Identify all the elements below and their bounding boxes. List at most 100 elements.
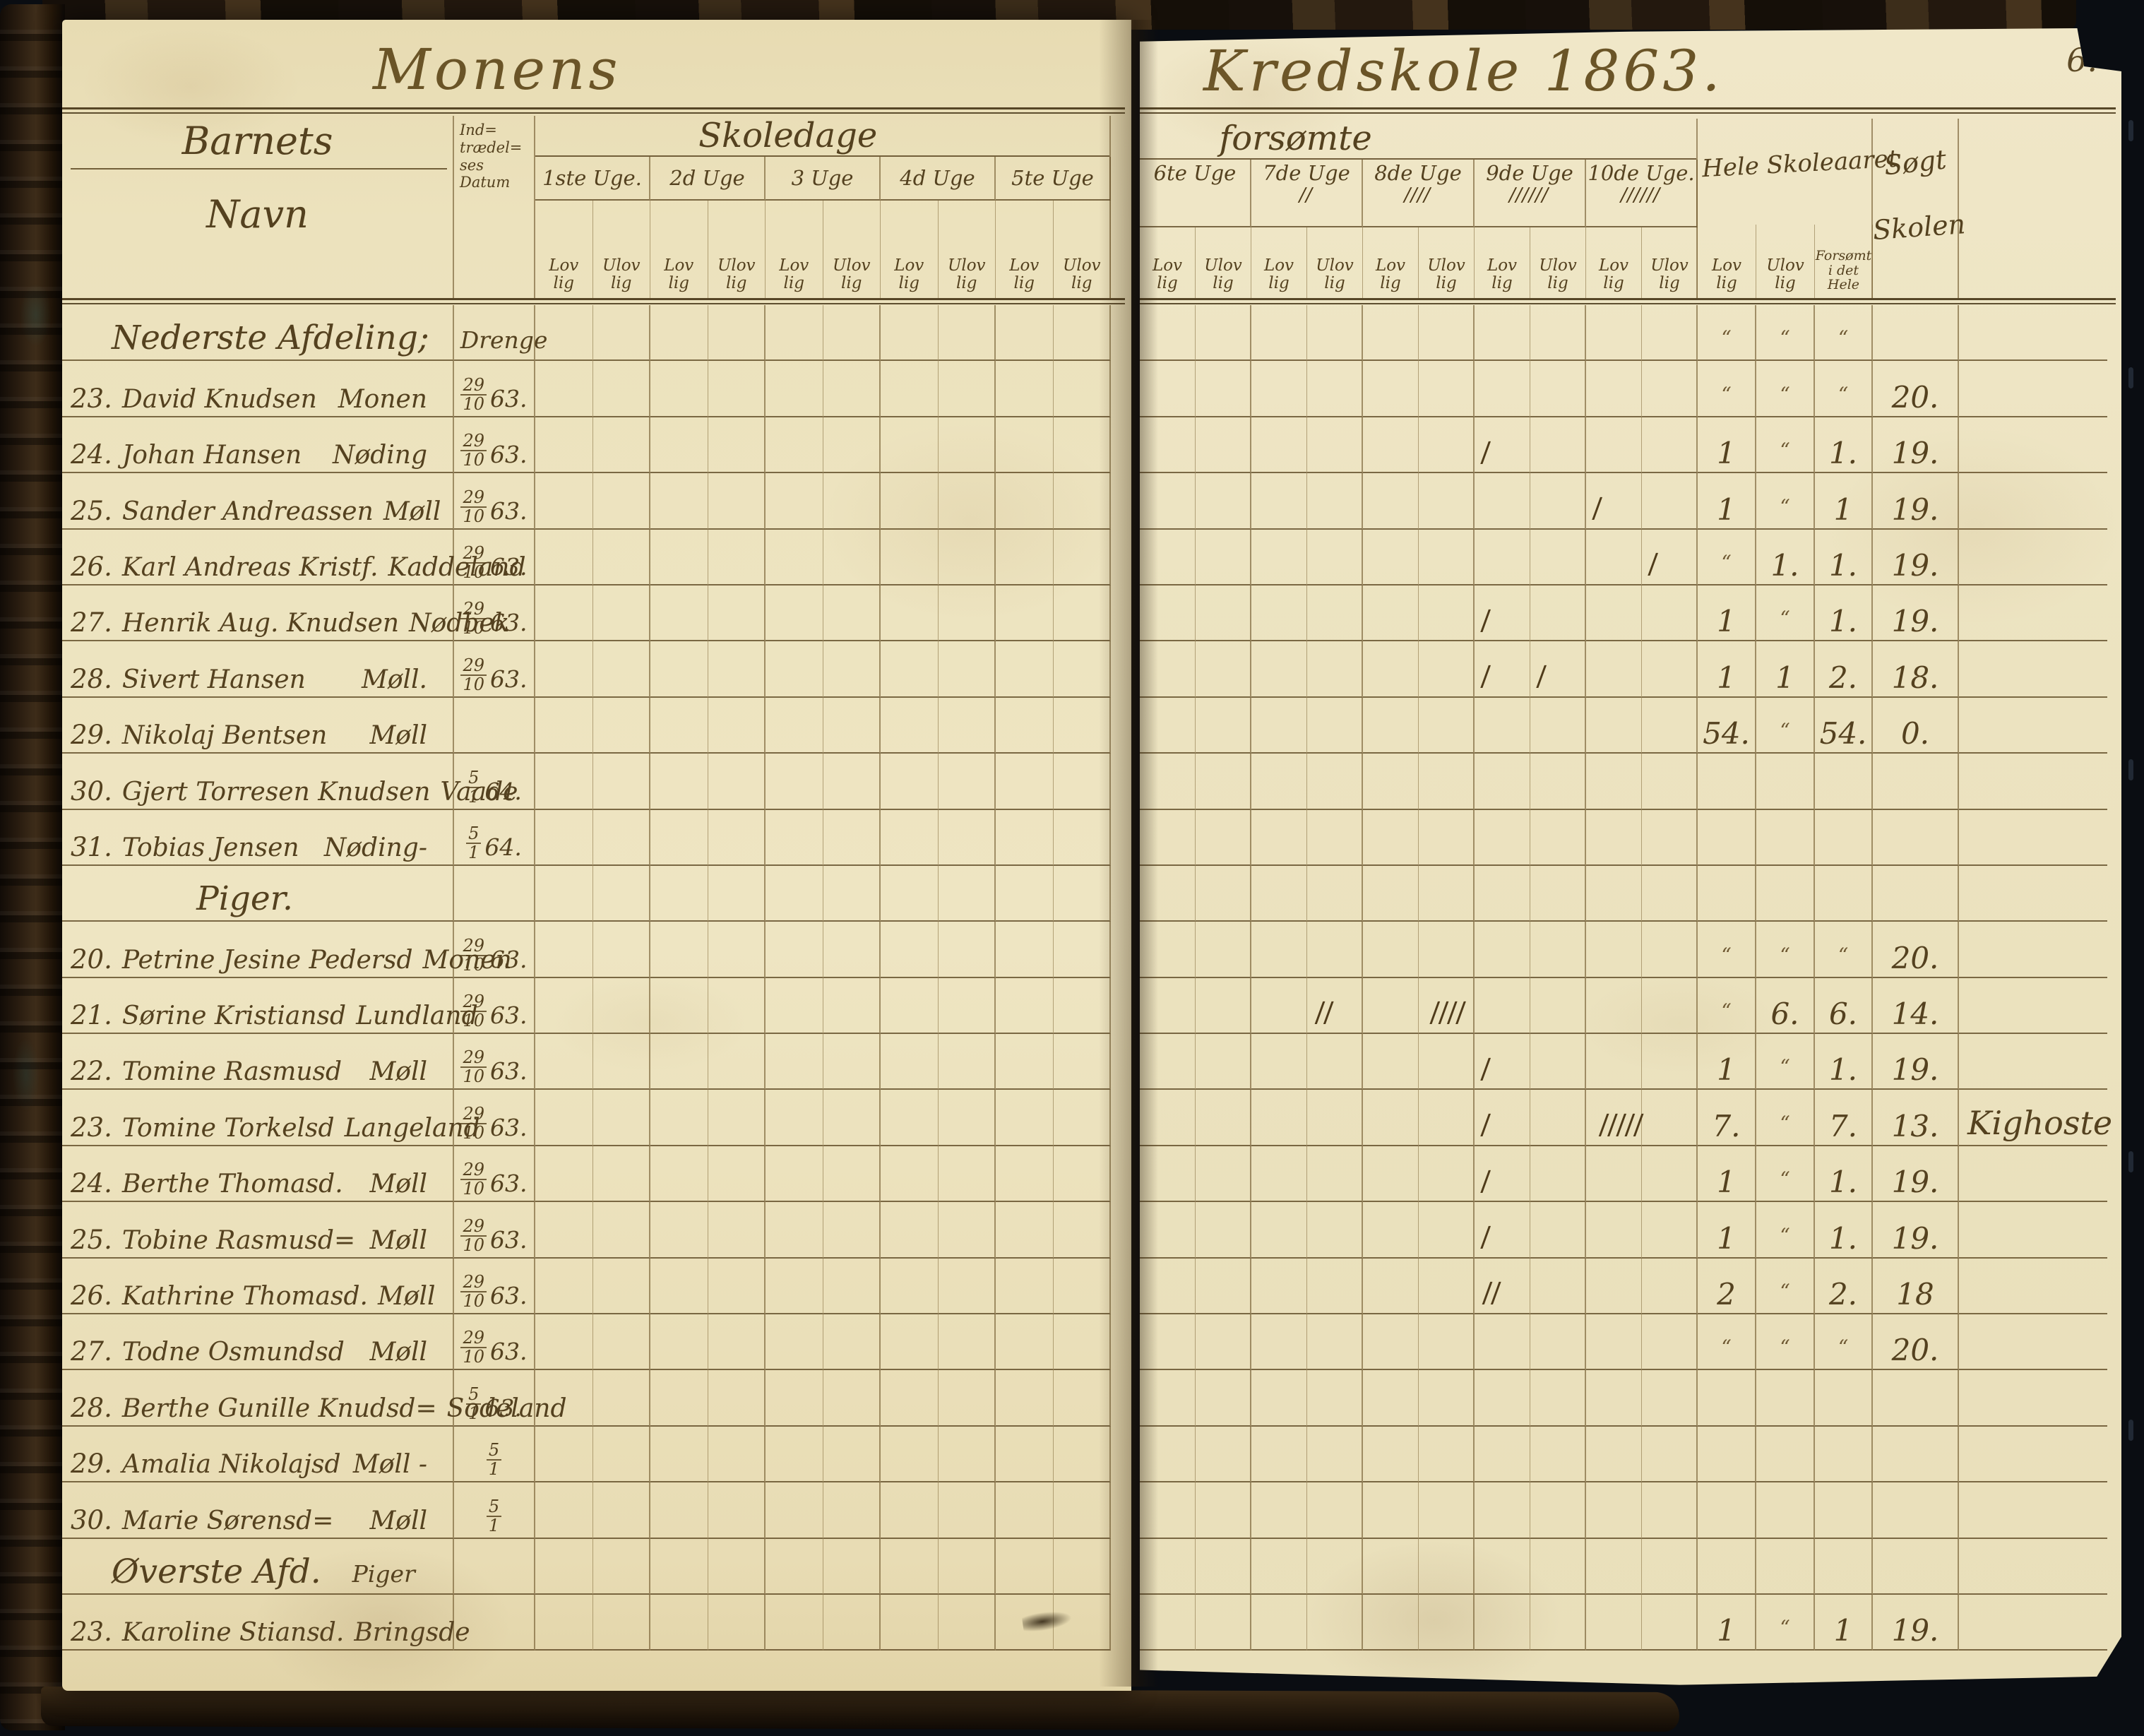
week-cell — [766, 697, 823, 754]
week-cell — [708, 1482, 766, 1539]
week-cell — [1053, 1482, 1111, 1539]
value: 20. — [1891, 379, 1939, 415]
tally-mark: I — [1475, 603, 1497, 640]
week-cell — [1419, 305, 1475, 362]
week-cell — [996, 417, 1054, 474]
week-cell — [823, 1370, 881, 1427]
sogt-skolen-header: Søgt Skolen — [1872, 119, 1966, 298]
week-cell — [823, 754, 881, 810]
week-cell — [1642, 585, 1698, 642]
cell-remark — [1959, 922, 2107, 978]
week-cell — [650, 865, 708, 922]
date-day: 29 — [460, 600, 487, 620]
week-cell — [766, 1426, 823, 1483]
week-cell — [708, 809, 766, 866]
date-year: 63. — [490, 1282, 528, 1310]
cell-hele-lovlig — [1698, 754, 1756, 810]
week-cell — [766, 1258, 823, 1315]
week-cell — [938, 1314, 996, 1371]
week-cell — [650, 1426, 708, 1483]
cell-hele-ulovlig — [1756, 1370, 1815, 1427]
week-cell — [535, 977, 593, 1035]
week-cell — [708, 1594, 766, 1651]
week-cell — [650, 754, 708, 810]
week-cell — [996, 361, 1054, 417]
week-cell — [650, 1034, 708, 1090]
week-cell — [1419, 417, 1475, 474]
value: 1 — [1833, 492, 1853, 527]
week-cell — [592, 1258, 650, 1315]
week-cell — [535, 865, 593, 922]
section-label: Nederste Afdeling; — [112, 319, 429, 358]
left-header: Barnets Navn Ind= trædel= ses Datum Skol… — [62, 116, 1111, 298]
ditto-mark: “ — [1721, 1336, 1732, 1360]
week-cell — [1053, 697, 1111, 754]
sub-label-line: lig — [956, 274, 977, 293]
stitch-mark — [2128, 1151, 2133, 1172]
week-cell — [938, 417, 996, 474]
cell-hele-forsomt: 6. — [1815, 977, 1873, 1035]
row-number: 24. — [71, 439, 112, 470]
cell-sogt-skolen — [1873, 809, 1959, 866]
cell-remark — [1959, 1482, 2107, 1539]
week-cell — [1475, 809, 1530, 866]
cell-hele-lovlig: 1 — [1698, 473, 1756, 530]
cell-hele-ulovlig — [1756, 865, 1815, 922]
table-row: 26. Kathrine Thomasd. Møll — [62, 1258, 454, 1315]
week-sub-label: Ulov lig — [593, 201, 650, 298]
student-name: Petrine Jesine Pedersd — [121, 945, 413, 975]
cell-hele-forsomt: 2. — [1815, 641, 1873, 698]
table-row: 28. Berthe Gunille Knudsd= Sodeland — [62, 1370, 567, 1427]
left-page-title: Monens — [373, 37, 621, 102]
left-week-sublabels: Lov lig Ulov lig Lov lig Ulov lig Lov lig Ulov lig L… — [535, 201, 1111, 298]
week-cell — [766, 922, 823, 978]
week-sub-label: Lov lig — [1140, 227, 1196, 298]
sub-label-line: Ulov — [1062, 256, 1101, 275]
hele-skoleaaret-header: Hele Skoleaaret Lov lig Ulov lig Forsømt i de… — [1698, 119, 1898, 298]
value: 1. — [1828, 547, 1858, 583]
date-month: 10 — [463, 1066, 485, 1087]
week-cell — [535, 697, 593, 754]
enrollment-date — [454, 305, 535, 362]
ditto-mark: “ — [1780, 607, 1790, 631]
week-cell — [1053, 1258, 1111, 1315]
week-cell — [1307, 1482, 1363, 1539]
week-cell — [1586, 922, 1642, 978]
week-cell — [1140, 1090, 1196, 1146]
table-row: 24. Berthe Thomasd. Møll — [62, 1146, 454, 1203]
week-cell — [1251, 1370, 1307, 1427]
right-page: Kredskole 1863. 6. forsømte 6te Uge 7de U… — [1140, 28, 2121, 1685]
date-day: 29 — [460, 545, 487, 564]
week-cell — [881, 1146, 939, 1203]
week-cell — [1251, 417, 1307, 474]
cell-hele-ulovlig: “ — [1756, 417, 1815, 474]
sub-label-line: lig — [1775, 274, 1796, 293]
cell-sogt-skolen — [1873, 1538, 1959, 1595]
week-cell — [1307, 529, 1363, 585]
week-cell — [823, 1482, 881, 1539]
enrollment-date: 29 10 63. — [454, 1090, 535, 1146]
week-cell — [1530, 417, 1586, 474]
week-cell — [1053, 1202, 1111, 1259]
table-row: 30. Marie Sørensd= Møll — [62, 1482, 454, 1539]
sub-label-line: lig — [1157, 274, 1178, 293]
date-month: 10 — [463, 450, 485, 470]
cell-remark — [1959, 417, 2107, 474]
week-cell — [996, 473, 1054, 530]
week-cell — [1196, 641, 1251, 698]
week-cell — [708, 641, 766, 698]
left-week-labels: 1ste Uge. 2d Uge 3 Uge 4d Uge 5te Uge — [535, 157, 1111, 201]
section-label: Piger. — [196, 879, 293, 919]
farm-name: Kaddeland — [388, 552, 526, 582]
sub-label-line: lig — [726, 274, 747, 293]
week-cell: I — [1475, 585, 1530, 642]
tally-mark: I — [1475, 1108, 1497, 1145]
week-cell — [823, 1538, 881, 1595]
student-name: Gjert Torresen Knudsen — [121, 777, 431, 807]
cell-hele-ulovlig — [1756, 1482, 1815, 1539]
sub-label-line: lig — [783, 274, 804, 293]
week-cell — [592, 1202, 650, 1259]
ditto-mark: “ — [1780, 494, 1790, 518]
week-cell — [1196, 473, 1251, 530]
